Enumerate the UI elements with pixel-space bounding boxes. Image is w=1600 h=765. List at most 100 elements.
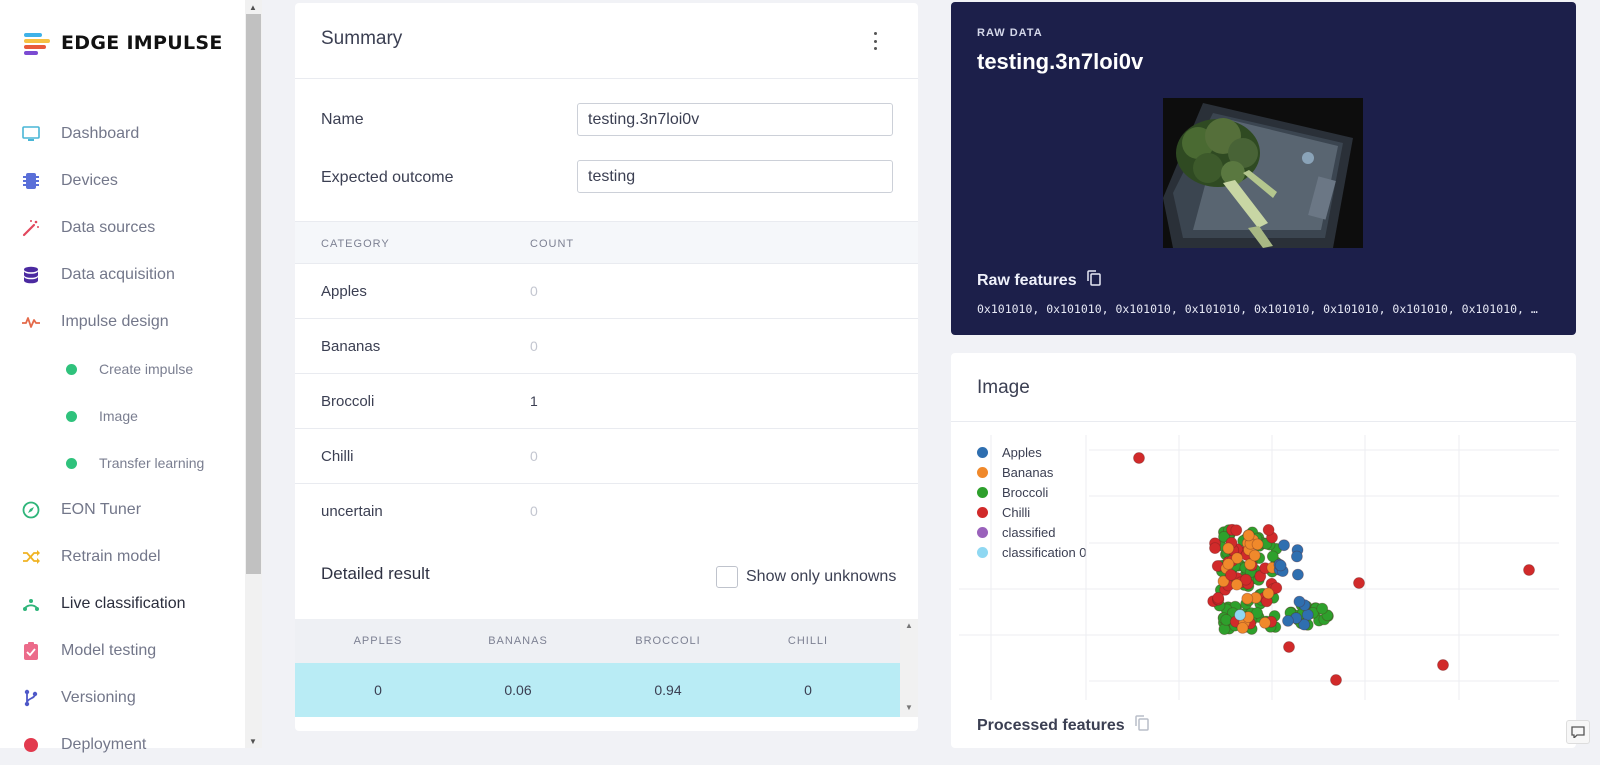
- nav-dashboard[interactable]: Dashboard: [0, 114, 245, 154]
- wand-icon: [22, 219, 40, 237]
- scatter-point[interactable]: [1523, 564, 1535, 576]
- divider: [951, 421, 1576, 422]
- scatter-point[interactable]: [1230, 578, 1243, 591]
- scroll-up-arrow-icon[interactable]: ▲: [249, 3, 257, 12]
- scatter-point[interactable]: [1437, 659, 1449, 671]
- show-only-unknowns-toggle[interactable]: Show only unknowns: [716, 566, 896, 588]
- dot-icon: [62, 454, 80, 472]
- scatter-point[interactable]: [1230, 524, 1243, 537]
- scatter-point[interactable]: [1241, 592, 1254, 605]
- scatter-point[interactable]: [1293, 595, 1306, 608]
- summary-table-header: CATEGORY COUNT: [295, 221, 918, 264]
- nav-label: EON Tuner: [61, 501, 142, 518]
- show-only-unknowns-checkbox[interactable]: [716, 566, 738, 588]
- scatter-point[interactable]: [1231, 552, 1244, 565]
- nav-retrain-model[interactable]: Retrain model: [0, 537, 245, 577]
- scatter-point[interactable]: [1353, 577, 1365, 589]
- feedback-icon[interactable]: [1566, 720, 1590, 744]
- show-only-unknowns-label: Show only unknowns: [746, 568, 897, 585]
- nav-live-classification[interactable]: Live classification: [0, 584, 245, 624]
- scroll-down-arrow-icon[interactable]: ▼: [905, 703, 913, 712]
- scatter-point[interactable]: [1220, 613, 1233, 626]
- nav-impulse-design[interactable]: Impulse design: [0, 302, 245, 342]
- pulse-icon: [22, 313, 40, 331]
- scroll-down-arrow-icon[interactable]: ▼: [249, 737, 257, 746]
- column-header-bananas: BANANAS: [488, 635, 548, 647]
- feature-scatter-plot[interactable]: [959, 435, 1569, 710]
- scatter-point[interactable]: [1274, 559, 1287, 572]
- scatter-point[interactable]: [1283, 641, 1295, 653]
- count-cell: 0: [530, 283, 538, 299]
- scatter-point[interactable]: [1133, 452, 1145, 464]
- nav-label: Devices: [61, 172, 118, 189]
- broccoli-score: 0.94: [654, 682, 682, 698]
- scatter-point[interactable]: [1248, 549, 1261, 562]
- scatter-point[interactable]: [1244, 558, 1257, 571]
- legend-label: classified: [1002, 525, 1056, 540]
- scatter-point[interactable]: [1254, 570, 1267, 583]
- legend-item[interactable]: Bananas: [977, 465, 1053, 480]
- nav-deployment[interactable]: Deployment: [0, 725, 245, 765]
- detail-table-scrollbar[interactable]: ▲ ▼: [900, 619, 918, 717]
- scatter-point[interactable]: [1251, 538, 1264, 551]
- detail-table-row[interactable]: 0 0.06 0.94 0: [295, 663, 900, 717]
- detail-table-header: APPLES BANANAS BROCCOLI CHILLI: [295, 619, 900, 663]
- scatter-point[interactable]: [1259, 616, 1271, 629]
- nav-versioning[interactable]: Versioning: [0, 678, 245, 718]
- scatter-point[interactable]: [1316, 602, 1329, 615]
- copy-icon[interactable]: [1134, 715, 1149, 736]
- image-card-title: Image: [977, 377, 1030, 398]
- nav-model-testing[interactable]: Model testing: [0, 631, 245, 671]
- nav-data-acquisition[interactable]: Data acquisition: [0, 255, 245, 295]
- scroll-up-arrow-icon[interactable]: ▲: [905, 621, 913, 630]
- scatter-point[interactable]: [1270, 581, 1283, 594]
- scatter-point[interactable]: [1209, 542, 1221, 554]
- nav-image[interactable]: Image: [0, 396, 245, 436]
- more-options-icon[interactable]: [870, 32, 880, 50]
- legend-label: Bananas: [1002, 465, 1054, 480]
- nav-devices[interactable]: Devices: [0, 161, 245, 201]
- nav-label: Versioning: [61, 689, 136, 706]
- brand-logo[interactable]: EDGE IMPULSE: [24, 31, 223, 55]
- scatter-point[interactable]: [1236, 621, 1249, 634]
- scatter-point[interactable]: [1225, 569, 1237, 581]
- scatter-point[interactable]: [1330, 674, 1342, 686]
- copy-icon[interactable]: [1086, 270, 1101, 291]
- raw-features-header: Raw features: [977, 270, 1101, 291]
- scatter-point[interactable]: [1242, 529, 1255, 542]
- scatter-point[interactable]: [1222, 558, 1235, 570]
- column-header-chilli: CHILLI: [787, 635, 829, 647]
- summary-card: Summary Name Expected outcome CATEGORY C…: [295, 3, 918, 731]
- legend-item[interactable]: Apples: [977, 445, 1042, 460]
- scatter-point[interactable]: [1278, 539, 1290, 552]
- legend-item[interactable]: classification 0: [977, 545, 1087, 560]
- scatter-point[interactable]: [1282, 614, 1294, 627]
- legend-item[interactable]: Broccoli: [977, 485, 1048, 500]
- nav-transfer-learning[interactable]: Transfer learning: [0, 443, 245, 483]
- scatter-point[interactable]: [1262, 587, 1275, 600]
- scatter-point[interactable]: [1290, 550, 1303, 563]
- nav-data-sources[interactable]: Data sources: [0, 208, 245, 248]
- scatter-point[interactable]: [1291, 568, 1304, 581]
- expected-outcome-input[interactable]: [577, 160, 893, 193]
- scatter-point[interactable]: [1266, 550, 1279, 563]
- scatter-point[interactable]: [1298, 618, 1311, 631]
- scatter-point[interactable]: [1217, 575, 1230, 588]
- scatter-point[interactable]: [1212, 591, 1225, 604]
- nav-create-impulse[interactable]: Create impulse: [0, 349, 245, 389]
- scrollbar-thumb[interactable]: [246, 14, 261, 574]
- scatter-point[interactable]: [1262, 524, 1275, 536]
- legend-item[interactable]: Chilli: [977, 505, 1030, 520]
- processed-features-label: Processed features: [977, 716, 1125, 734]
- category-cell: Chilli: [321, 448, 354, 465]
- scatter-point[interactable]: [1222, 542, 1235, 555]
- legend-item[interactable]: classified: [977, 525, 1055, 540]
- sidebar-scrollbar[interactable]: ▲ ▼: [245, 0, 262, 748]
- scatter-point[interactable]: [1234, 609, 1246, 621]
- nav-eon-tuner[interactable]: EON Tuner: [0, 490, 245, 530]
- nav-label: Dashboard: [61, 125, 140, 142]
- name-input[interactable]: [577, 103, 893, 136]
- nav-label: Live classification: [61, 595, 186, 612]
- scatter-point[interactable]: [1218, 530, 1230, 543]
- scatter-point[interactable]: [1239, 573, 1252, 586]
